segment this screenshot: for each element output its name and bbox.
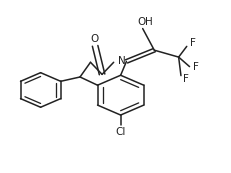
Text: H: H <box>144 17 152 27</box>
Text: F: F <box>182 74 188 84</box>
Text: F: F <box>192 62 198 72</box>
Text: O: O <box>90 34 98 44</box>
Text: Cl: Cl <box>115 127 125 137</box>
Text: O: O <box>137 17 145 27</box>
Text: F: F <box>189 38 195 48</box>
Text: N: N <box>117 56 125 66</box>
